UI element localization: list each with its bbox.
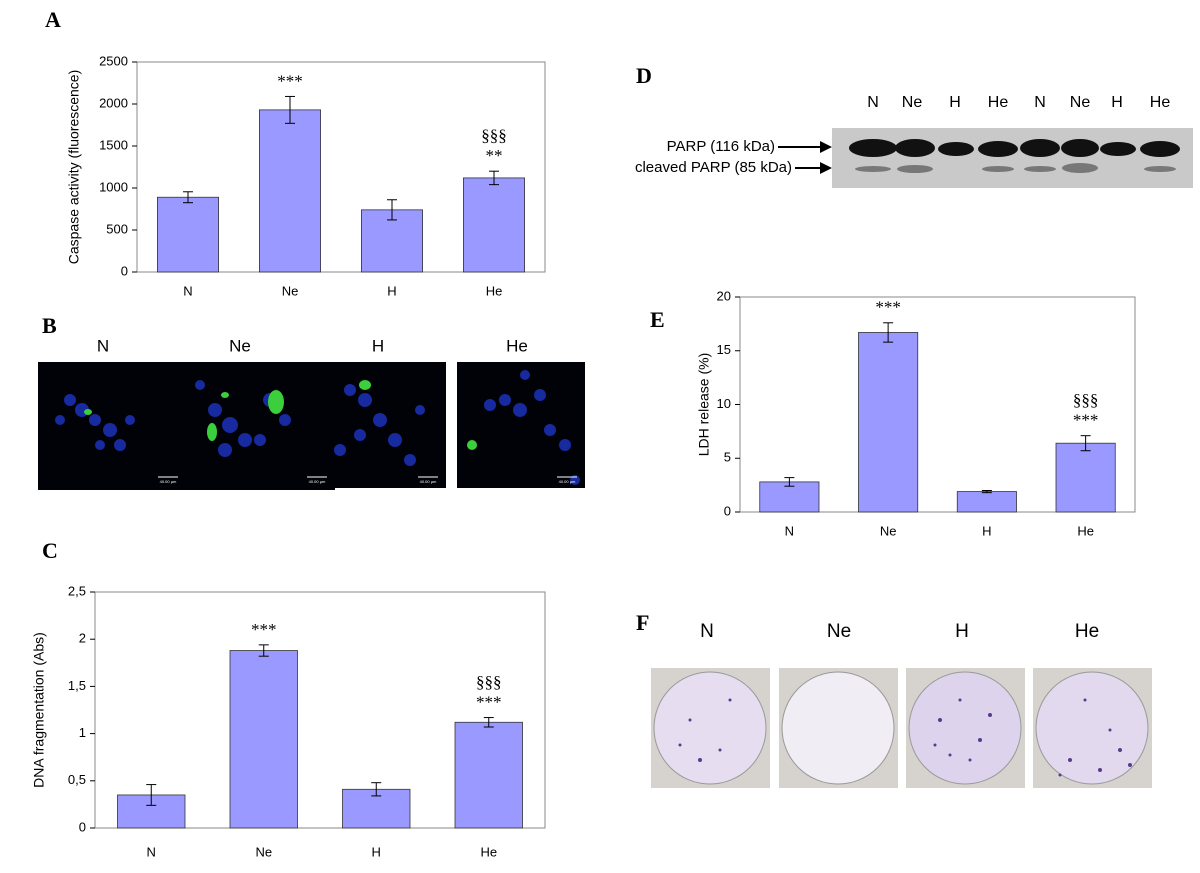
bar <box>454 721 523 829</box>
significance: *** <box>476 692 502 711</box>
bar <box>858 332 919 513</box>
y-tick-label: 5 <box>724 450 731 465</box>
error-bar <box>483 717 494 728</box>
error-bar <box>371 782 382 797</box>
y-axis-label: LDH release (%) <box>696 353 712 456</box>
error-bar <box>183 191 193 204</box>
scale-label: 40.00 µm <box>160 479 177 484</box>
y-axis-label: DNA fragmentation (Abs) <box>31 632 47 788</box>
band-label: cleaved PARP (85 kDa) <box>635 159 792 176</box>
lane-label: N <box>97 336 109 355</box>
x-tick-label: Ne <box>255 844 272 859</box>
lane-label: H <box>1111 94 1123 111</box>
lane-label: H <box>372 336 384 355</box>
x-tick-label: H <box>387 283 396 298</box>
bar <box>229 650 298 829</box>
y-tick-label: 1500 <box>99 137 128 152</box>
significance: §§§ <box>1073 391 1099 410</box>
x-tick-label: He <box>486 283 503 298</box>
significance: *** <box>277 71 303 90</box>
lane-label: N <box>700 621 714 642</box>
x-tick-label: N <box>785 523 794 538</box>
y-tick-label: 0 <box>121 263 128 278</box>
y-tick-label: 1 <box>79 725 86 740</box>
error-bar <box>784 477 795 487</box>
lane-label: Ne <box>229 336 251 355</box>
y-tick-label: 500 <box>106 221 128 236</box>
colony-plates <box>651 668 1152 788</box>
panel-label: F <box>636 610 649 635</box>
error-bar <box>489 170 499 186</box>
y-tick-label: 2000 <box>99 95 128 110</box>
y-tick-label: 20 <box>717 288 731 303</box>
y-tick-label: 0,5 <box>68 772 86 787</box>
panel-label: A <box>45 7 61 32</box>
y-tick-label: 1,5 <box>68 678 86 693</box>
significance: ** <box>486 146 503 165</box>
x-tick-label: He <box>1077 523 1094 538</box>
error-bar <box>146 784 157 806</box>
lane-label: H <box>955 621 969 642</box>
band-label: PARP (116 kDa) <box>667 138 775 155</box>
x-tick-label: Ne <box>880 523 897 538</box>
significance: *** <box>251 620 277 639</box>
bar <box>156 196 219 273</box>
y-tick-label: 2500 <box>99 53 128 68</box>
error-bar <box>1080 435 1091 452</box>
x-tick-label: N <box>147 844 156 859</box>
panel-label: C <box>42 538 58 563</box>
x-tick-label: N <box>183 283 192 298</box>
lane-label: He <box>1150 94 1171 111</box>
y-tick-label: 10 <box>717 396 731 411</box>
y-axis-label: Caspase activity (fluorescence) <box>66 70 82 265</box>
x-tick-label: He <box>480 844 497 859</box>
error-bar <box>285 95 295 124</box>
lane-label: H <box>949 94 961 111</box>
significance: *** <box>1073 411 1099 430</box>
error-bar <box>387 199 397 221</box>
western-blot <box>778 128 1193 188</box>
x-tick-label: Ne <box>282 283 299 298</box>
y-tick-label: 2 <box>79 631 86 646</box>
bar <box>1055 442 1116 513</box>
significance: §§§ <box>481 126 507 145</box>
lane-label: He <box>988 94 1009 111</box>
x-tick-label: H <box>372 844 381 859</box>
plot-frame <box>136 61 546 273</box>
lane-label: Ne <box>1070 94 1091 111</box>
scale-label: 40.00 µm <box>309 479 326 484</box>
y-tick-label: 2,5 <box>68 583 86 598</box>
bar <box>462 177 525 273</box>
error-bar <box>883 322 894 343</box>
bar <box>258 109 321 273</box>
lane-label: N <box>1034 94 1046 111</box>
error-bar <box>258 644 269 657</box>
scale-label: 40.00 µm <box>420 479 437 484</box>
panel-label: B <box>42 313 57 338</box>
bar <box>956 491 1017 513</box>
panel-label: D <box>636 63 652 88</box>
scale-label: 40.00 µm <box>559 479 576 484</box>
bar <box>759 481 820 513</box>
significance: *** <box>875 298 901 317</box>
lane-label: Ne <box>827 621 851 642</box>
panel-label: E <box>650 307 665 332</box>
lane-label: He <box>506 336 528 355</box>
micrographs <box>38 362 585 490</box>
significance: §§§ <box>476 672 502 691</box>
x-tick-label: H <box>982 523 991 538</box>
lane-label: N <box>867 94 879 111</box>
y-tick-label: 15 <box>717 342 731 357</box>
y-tick-label: 0 <box>724 503 731 518</box>
y-tick-label: 1000 <box>99 179 128 194</box>
lane-label: Ne <box>902 94 923 111</box>
plot-frame <box>94 591 546 829</box>
error-bar <box>981 490 992 494</box>
lane-label: He <box>1075 621 1099 642</box>
y-tick-label: 0 <box>79 819 86 834</box>
